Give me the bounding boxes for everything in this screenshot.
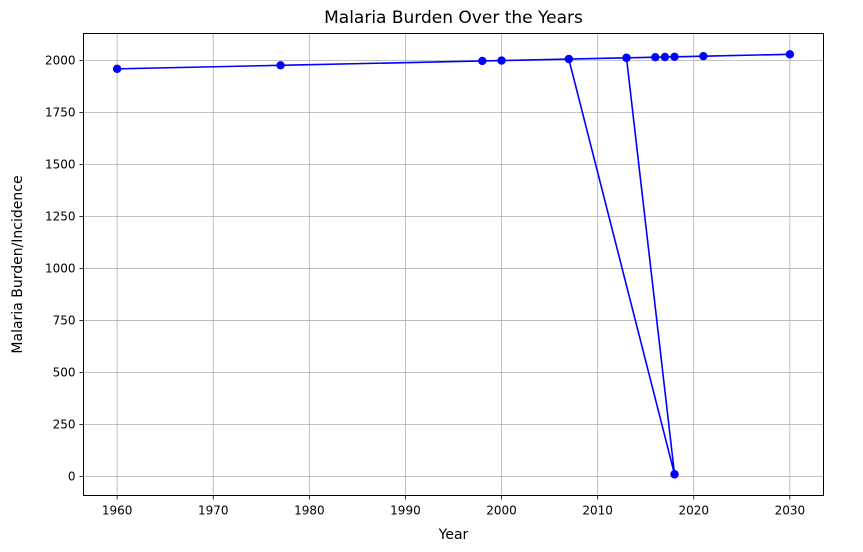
data-point <box>497 56 506 65</box>
data-point <box>670 52 679 61</box>
data-point <box>670 470 679 479</box>
y-axis-label: Malaria Burden/Incidence <box>10 175 26 353</box>
y-tick-label: 2000 <box>45 54 76 68</box>
y-tick-label: 500 <box>53 365 76 379</box>
x-tick-label: 2020 <box>678 504 709 518</box>
data-point <box>564 54 574 64</box>
data-point <box>660 52 670 62</box>
plot-frame <box>83 33 824 496</box>
x-tick-label: 1970 <box>198 504 229 518</box>
data-point <box>785 50 795 59</box>
x-tick-label: 1960 <box>102 504 133 518</box>
tick-layer: 1960 1970 1980 1990 2000 2010 2020 2030 0 250 500 7… <box>45 54 805 518</box>
x-tick-label: 2010 <box>582 504 613 518</box>
x-tick-label: 2000 <box>486 504 517 518</box>
y-tick-label: 1000 <box>45 261 76 275</box>
x-tick-label: 1990 <box>390 504 421 518</box>
grid-layer <box>83 33 824 496</box>
y-tick-label: 250 <box>53 417 76 431</box>
y-tick-label: 1500 <box>45 157 76 171</box>
x-tick-label: 1980 <box>294 504 325 518</box>
data-point <box>478 56 487 66</box>
x-axis-label: Year <box>438 527 469 543</box>
data-point <box>276 61 285 70</box>
y-tick-label: 1250 <box>45 209 76 223</box>
data-point <box>699 51 708 61</box>
data-point <box>112 64 122 74</box>
data-point <box>622 53 631 63</box>
data-point <box>651 53 660 62</box>
chart-title: Malaria Burden Over the Years <box>324 8 583 28</box>
series-layer <box>112 50 795 479</box>
y-tick-label: 0 <box>68 469 76 483</box>
y-tick-label: 750 <box>53 313 76 327</box>
x-tick-label: 2030 <box>775 504 806 518</box>
y-tick-label: 1750 <box>45 106 76 120</box>
series-line <box>117 53 790 476</box>
